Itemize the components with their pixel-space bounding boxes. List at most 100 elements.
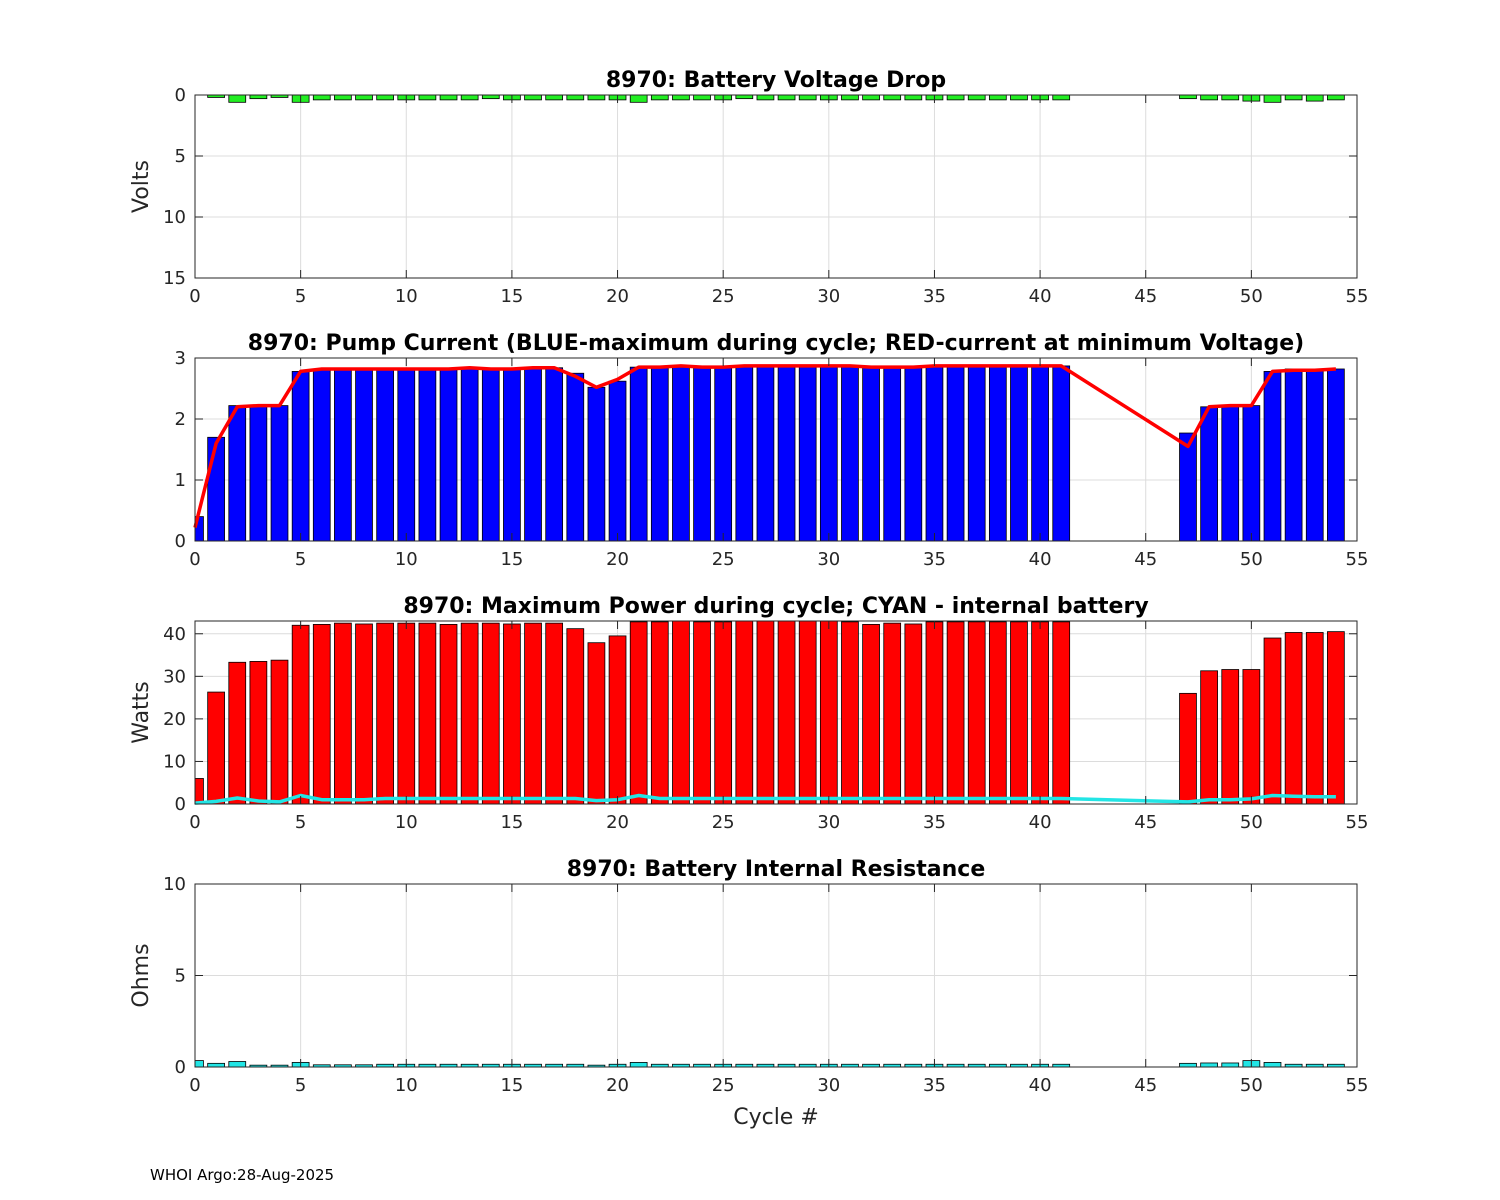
bar	[439, 624, 458, 805]
bar	[270, 405, 289, 542]
plot-area	[195, 95, 1357, 278]
chart-panel-1: 0 5 10 15 20 25 30 35 40 45 50 55 0 5 10 15 8970: Batter…	[129, 68, 1368, 307]
bar	[460, 622, 479, 805]
bar	[883, 366, 902, 542]
y-tick-label: 0	[175, 85, 186, 106]
bar	[207, 436, 225, 542]
bar	[376, 94, 394, 101]
bar	[481, 622, 500, 805]
bar	[524, 94, 542, 101]
x-tick-label: 55	[1346, 286, 1369, 307]
bar	[1284, 368, 1303, 542]
x-tick-label: 25	[712, 1075, 735, 1096]
x-tick-label: 25	[712, 549, 735, 570]
chart-panel-4: 0 5 10 15 20 25 30 35 40 45 50 55 0 5 10 8970: Battery …	[129, 857, 1368, 1130]
bar	[988, 621, 1007, 805]
bar	[1052, 94, 1071, 101]
bar	[1010, 621, 1028, 805]
x-tick-label: 55	[1346, 1075, 1369, 1096]
x-tick-label: 50	[1240, 1075, 1263, 1096]
bar	[1327, 94, 1345, 101]
y-tick-label: 20	[163, 709, 186, 730]
axes-box	[194, 357, 1358, 542]
bar	[291, 371, 310, 542]
y-tick-label: 10	[163, 207, 186, 228]
bar	[545, 94, 564, 101]
x-tick-label: 30	[817, 812, 840, 833]
bar	[545, 622, 564, 805]
bar	[629, 1062, 648, 1068]
bar	[1221, 1062, 1240, 1068]
bar	[693, 366, 711, 542]
bar	[693, 94, 711, 101]
x-tick-label: 5	[295, 549, 306, 570]
bar	[439, 368, 458, 542]
y-tick-label: 2	[175, 409, 186, 430]
bar	[756, 94, 775, 101]
bar	[1263, 637, 1282, 805]
x-tick-label: 45	[1134, 1075, 1157, 1096]
x-tick-label: 10	[395, 1075, 418, 1096]
x-tick-label: 20	[606, 286, 629, 307]
x-tick-label: 40	[1029, 549, 1052, 570]
bar	[418, 622, 437, 805]
bar	[862, 624, 880, 805]
x-tick-label: 20	[606, 549, 629, 570]
bar	[883, 622, 902, 805]
y-tick-label: 30	[163, 666, 186, 687]
bar	[1284, 94, 1303, 101]
bar	[1284, 632, 1303, 805]
x-tick-label: 15	[500, 286, 523, 307]
bar	[228, 405, 247, 542]
bar	[194, 1060, 204, 1068]
bar	[312, 94, 331, 101]
bar	[735, 94, 754, 100]
bar	[1200, 1062, 1218, 1068]
bar	[1242, 669, 1261, 805]
y-tick-label: 5	[175, 966, 186, 987]
y-tick-label: 10	[163, 751, 186, 772]
x-tick-label: 20	[606, 812, 629, 833]
x-tick-label: 5	[295, 286, 306, 307]
bar	[355, 368, 373, 542]
axes-box	[194, 94, 1358, 279]
bar	[650, 94, 669, 101]
x-tick-label: 0	[189, 812, 200, 833]
bar	[334, 94, 352, 101]
bar	[714, 366, 733, 542]
x-tick-label: 30	[817, 549, 840, 570]
bar	[629, 94, 648, 103]
bar	[418, 94, 437, 101]
bar	[756, 620, 775, 805]
bar	[1242, 405, 1261, 542]
x-tick-label: 0	[189, 286, 200, 307]
bar	[650, 366, 669, 542]
x-tick-label: 35	[923, 549, 946, 570]
bar	[566, 372, 585, 542]
bar	[1052, 365, 1071, 542]
y-tick-label: 1	[175, 470, 186, 491]
x-tick-label: 15	[500, 549, 523, 570]
bar	[1200, 406, 1218, 542]
x-tick-label: 20	[606, 1075, 629, 1096]
bar	[334, 368, 352, 542]
bar	[629, 621, 648, 805]
bar	[1179, 94, 1197, 100]
bar	[355, 94, 373, 101]
bar	[228, 661, 247, 805]
bar	[946, 365, 965, 542]
series-line	[194, 793, 1336, 805]
x-tick-label: 45	[1134, 812, 1157, 833]
bar	[904, 623, 923, 805]
x-tick-label: 10	[395, 549, 418, 570]
bar	[545, 367, 564, 542]
bar	[925, 621, 944, 805]
x-tick-label: 30	[817, 286, 840, 307]
bar	[1263, 371, 1282, 542]
y-tick-label: 40	[163, 624, 186, 645]
bar	[841, 365, 859, 542]
x-tick-label: 15	[500, 812, 523, 833]
chart-title: 8970: Pump Current (BLUE-maximum during …	[248, 331, 1304, 356]
bar	[439, 94, 458, 101]
